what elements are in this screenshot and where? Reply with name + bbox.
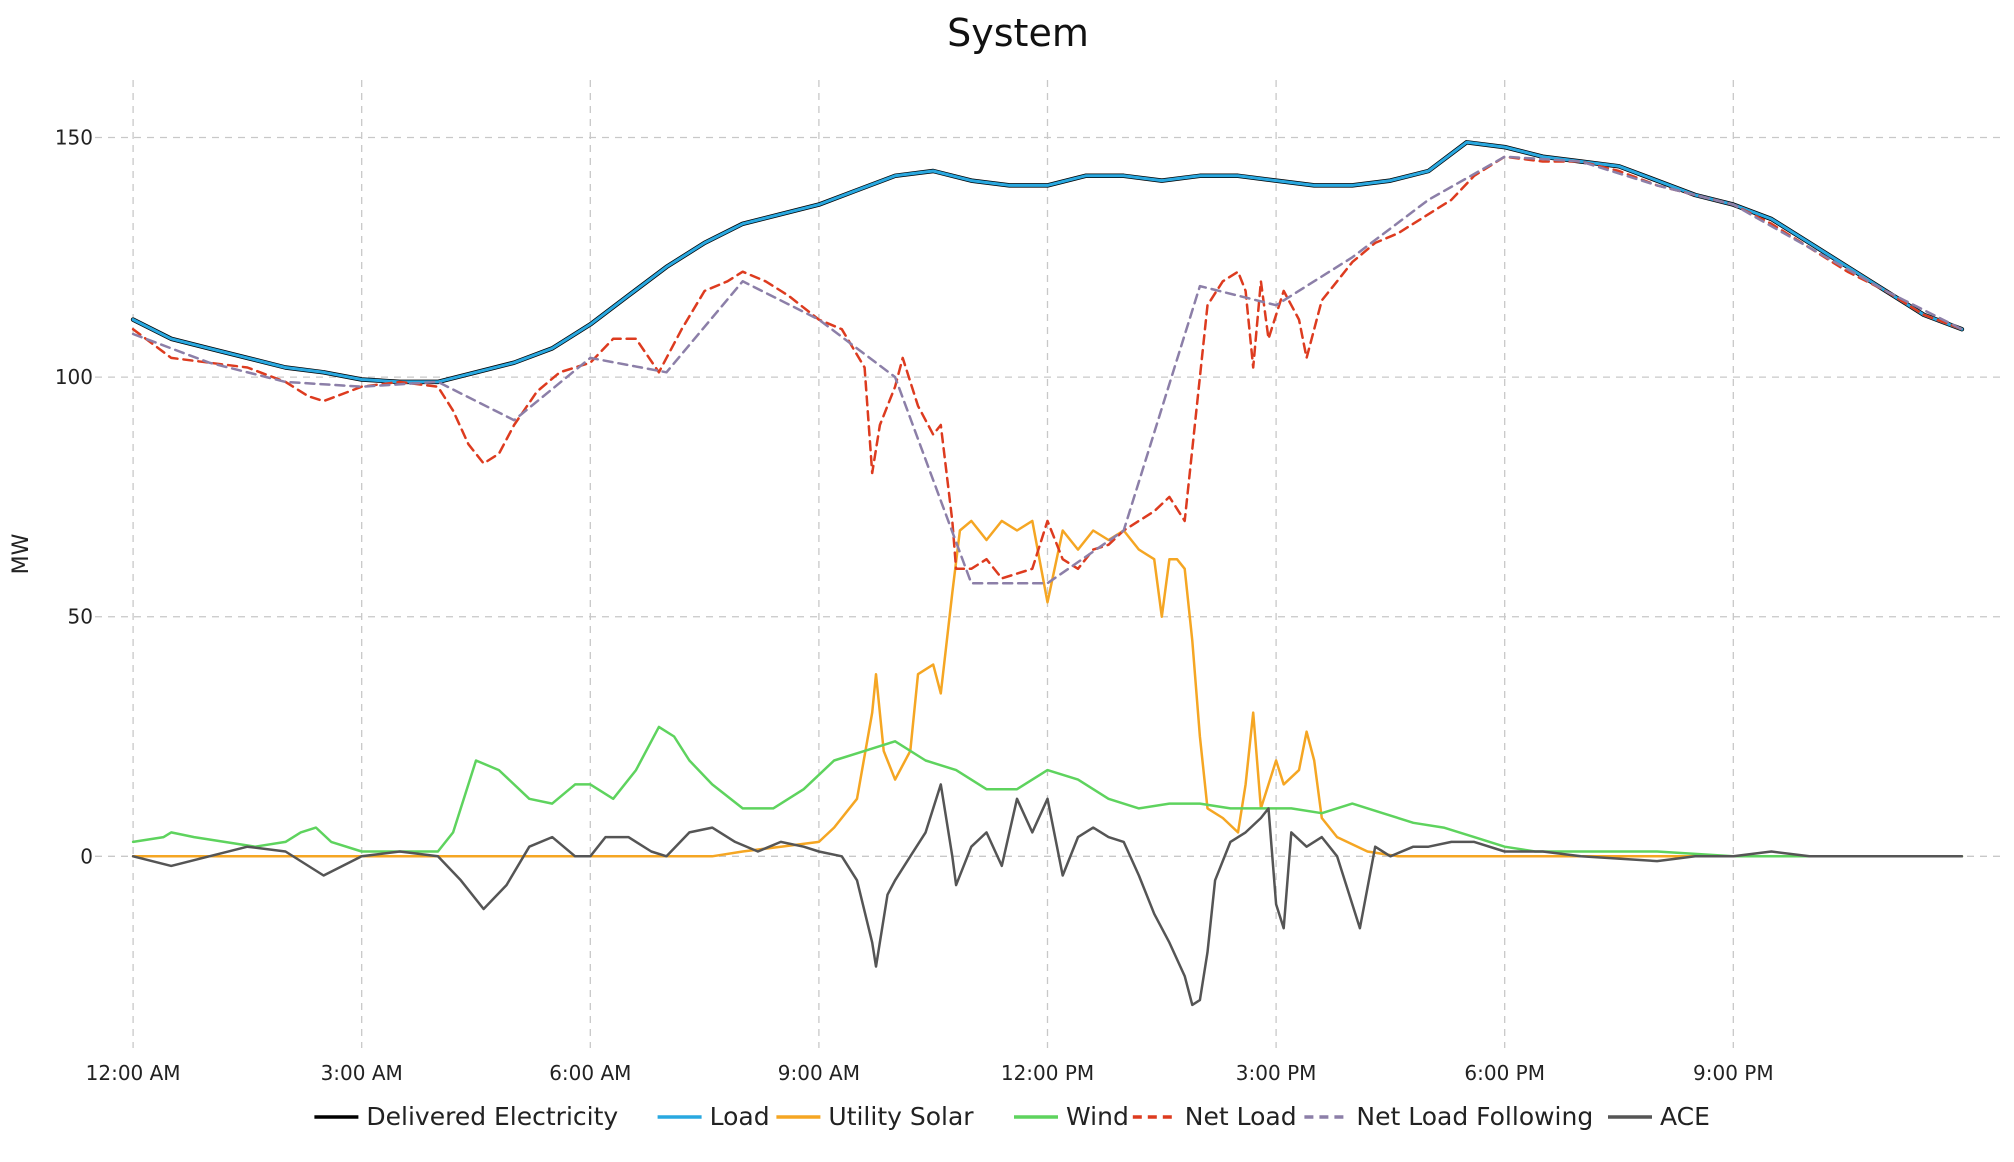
y-tick-label: 100 (55, 365, 93, 389)
legend-item: Load (657, 1102, 770, 1131)
series-line-wind (131, 725, 1964, 858)
x-tick-label: 9:00 PM (1693, 1061, 1774, 1085)
x-tick-label: 12:00 PM (1001, 1061, 1094, 1085)
axis-layer: 12:00 AM 3:00 AM 6:00 AM 9:00 AM 12:00 PM 3:0… (55, 126, 1774, 1085)
legend: Delivered Electricity Load Utility Solar Wi… (314, 1102, 1710, 1131)
legend-item: Wind (1014, 1102, 1129, 1131)
x-tick-label: 3:00 AM (321, 1061, 403, 1085)
series-layer (130, 140, 1965, 1007)
legend-item: ACE (1608, 1102, 1710, 1131)
legend-label: Wind (1066, 1102, 1129, 1131)
series-line-ace (131, 783, 1964, 1007)
x-tick-label: 3:00 PM (1236, 1061, 1317, 1085)
legend-label: Net Load (1185, 1102, 1297, 1131)
x-tick-label: 9:00 AM (778, 1061, 860, 1085)
legend-item: Delivered Electricity (314, 1102, 618, 1131)
grid-layer (95, 80, 2000, 1048)
legend-label: Delivered Electricity (366, 1102, 618, 1131)
chart-title: System (947, 11, 1089, 55)
legend-item: Net Load (1132, 1102, 1297, 1131)
series-line-utility-solar (131, 519, 1964, 858)
x-tick-label: 6:00 PM (1464, 1061, 1545, 1085)
legend-label: Utility Solar (828, 1102, 974, 1131)
legend-label: Load (710, 1102, 770, 1131)
x-tick-label: 6:00 AM (549, 1061, 631, 1085)
series-line-load (131, 140, 1964, 384)
legend-label: ACE (1660, 1102, 1710, 1131)
y-axis-label: MW (9, 533, 34, 574)
legend-label: Net Load Following (1356, 1102, 1593, 1131)
legend-item: Net Load Following (1304, 1102, 1593, 1131)
legend-item: Utility Solar (776, 1102, 974, 1131)
series-line-net-load-following (131, 155, 1964, 585)
x-tick-label: 12:00 AM (86, 1061, 181, 1085)
y-tick-label: 50 (68, 605, 93, 629)
y-tick-label: 0 (80, 844, 93, 868)
y-tick-label: 150 (55, 126, 93, 150)
